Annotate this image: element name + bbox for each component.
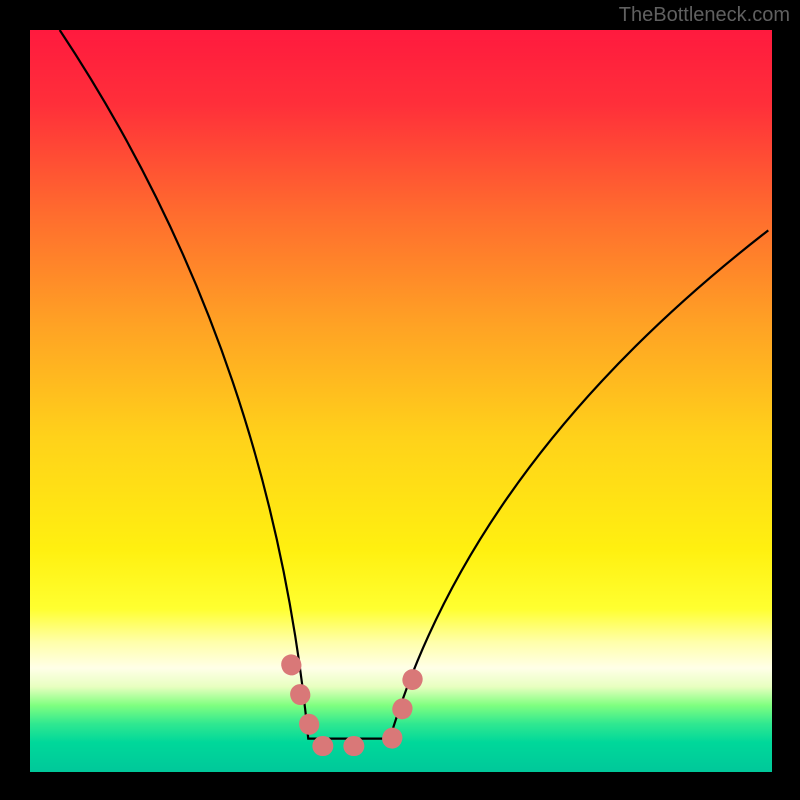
bottleneck-chart — [0, 0, 800, 800]
watermark-text: TheBottleneck.com — [619, 4, 790, 27]
plot-background — [30, 30, 772, 772]
